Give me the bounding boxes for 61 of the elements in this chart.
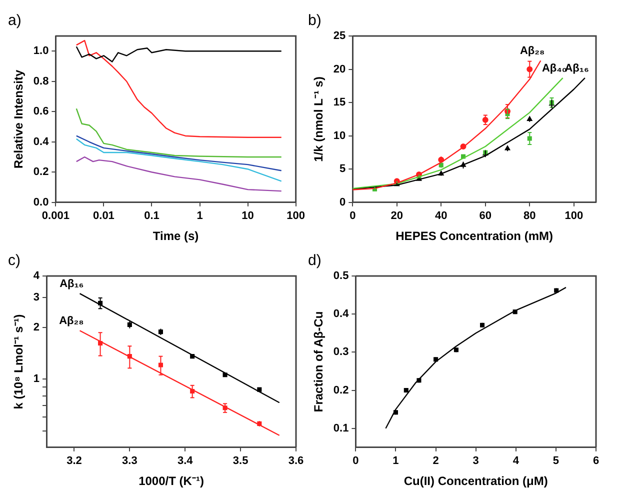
y-tick-label: 4 — [33, 270, 40, 282]
x-tick-label: 80 — [524, 210, 536, 222]
x-axis-title: 1000/T (K⁻¹) — [138, 474, 204, 488]
series-label: Aβ₁₆ — [564, 62, 589, 74]
y-axis-title: Relative Intensity — [12, 70, 26, 169]
x-tick-label: 3.6 — [288, 455, 304, 468]
x-tick-label: 3.2 — [66, 455, 82, 468]
y-tick-label: 0.4 — [333, 308, 350, 320]
x-tick-label: 3.3 — [122, 455, 138, 468]
x-tick-label: 4 — [512, 455, 520, 468]
x-axis-title: Cu(II) Concentration (μM) — [404, 474, 548, 488]
y-tick-label: 10 — [333, 130, 346, 142]
y-axis-title: 1/k (nmol L⁻¹ s) — [312, 76, 326, 162]
x-tick-label: 0.1 — [144, 210, 160, 222]
y-tick-label: 25 — [333, 30, 346, 42]
y-tick-label: 1.0 — [33, 45, 49, 58]
x-tick-label: 60 — [479, 210, 492, 222]
x-tick-label: 6 — [592, 455, 600, 468]
x-tick-label: 20 — [390, 210, 404, 222]
y-tick-label: 0.1 — [333, 422, 349, 434]
chart-title: d) — [308, 252, 322, 270]
chart-title: c) — [8, 252, 20, 270]
y-tick-label: 15 — [333, 96, 346, 109]
series-label: Aβ₁₆ — [60, 278, 84, 290]
y-tick-label: 20 — [333, 63, 346, 76]
x-axis-title: HEPES Concentration (mM) — [396, 229, 553, 244]
y-tick-label: 5 — [340, 163, 346, 176]
x-tick-label: 5 — [552, 455, 560, 468]
series-label: Aβ₄₀ — [542, 62, 567, 74]
y-tick-label: 0.5 — [333, 270, 349, 282]
y-tick-label: 1 — [33, 373, 40, 386]
y-tick-label: 0.8 — [33, 75, 49, 88]
x-axis-title: Time (s) — [152, 229, 199, 244]
y-tick-label: 0.0 — [33, 196, 49, 208]
y-tick-label: 0.4 — [33, 136, 50, 148]
y-tick-label: 2 — [33, 322, 40, 334]
chart-title: a) — [8, 12, 22, 30]
x-tick-label: 40 — [435, 210, 448, 222]
x-tick-label: 0.001 — [42, 210, 70, 222]
x-tick-label: 3.5 — [232, 455, 248, 468]
y-tick-label: 0.2 — [33, 166, 49, 178]
y-tick-label: 0 — [340, 196, 346, 208]
x-tick-label: 0.01 — [93, 210, 114, 222]
chart-title: b) — [308, 12, 322, 30]
x-tick-label: 1 — [392, 455, 399, 468]
x-tick-label: 1 — [196, 210, 203, 222]
series-label: Aβ₂₈ — [520, 45, 545, 58]
series-label: Aβ₂₈ — [59, 315, 84, 328]
y-tick-label: 0.3 — [333, 346, 349, 358]
x-tick-label: 10 — [242, 210, 254, 222]
y-tick-label: 3 — [33, 291, 40, 304]
x-tick-label: 100 — [286, 210, 306, 222]
x-tick-label: 0 — [352, 455, 359, 468]
x-tick-label: 3 — [472, 455, 479, 468]
y-axis-title: Fraction of Aβ-Cu — [312, 311, 326, 412]
y-tick-label: 0.2 — [333, 384, 349, 396]
x-tick-label: 2 — [432, 455, 439, 468]
y-tick-label: 0.6 — [33, 106, 49, 118]
x-tick-label: 100 — [564, 210, 584, 222]
y-axis-title: k (10⁸ Lmol⁻¹ s⁻¹) — [12, 314, 26, 410]
x-tick-label: 3.4 — [177, 455, 194, 468]
